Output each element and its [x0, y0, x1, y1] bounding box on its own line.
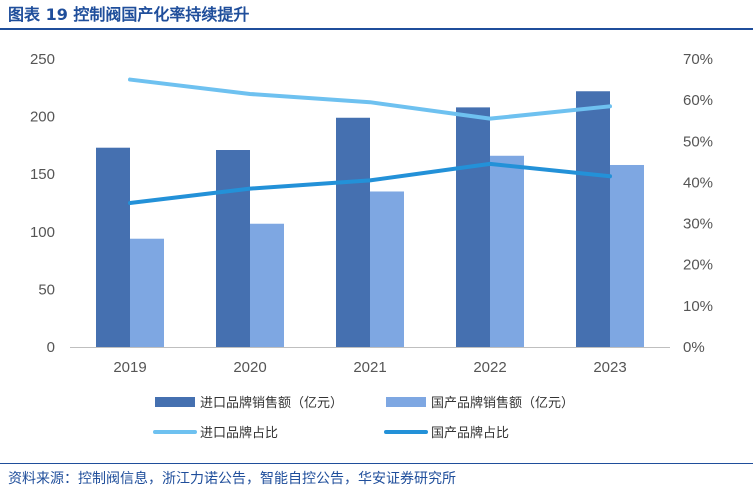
chart-bars: [96, 91, 644, 347]
import-sales-bar: [216, 150, 250, 347]
y-left-tick-label: 100: [30, 224, 55, 241]
legend-import-share: 进口品牌占比: [153, 425, 278, 441]
import-share-line: [128, 77, 612, 121]
bar-line-combo-chart: 0 50 100 150 200 250 0% 10% 20% 30% 40% 50% 60% 70% 20…: [30, 51, 713, 441]
import-sales-bar: [96, 147, 130, 347]
import-sales-bar: [456, 107, 490, 347]
source-note: 资料来源：控制阀信息，浙江力诺公告，智能自控公告，华安证券研究所: [8, 471, 456, 487]
y-left-tick-label: 250: [30, 51, 55, 68]
y-left-tick-label: 50: [38, 281, 55, 298]
y-right-tick-label: 60%: [683, 92, 713, 109]
x-tick-label: 2021: [353, 359, 386, 376]
y-right-tick-label: 20%: [683, 257, 713, 274]
legend-domestic-share: 国产品牌占比: [384, 425, 509, 441]
y-left-tick-label: 0: [47, 339, 55, 356]
y-right-tick-label: 40%: [683, 174, 713, 191]
import-sales-bar: [336, 117, 370, 347]
x-tick-label: 2019: [113, 359, 146, 376]
x-tick-label: 2020: [233, 359, 266, 376]
chart-title: 图表 19 控制阀国产化率持续提升: [8, 5, 250, 24]
x-tick-label: 2022: [473, 359, 506, 376]
domestic-share-line: [128, 161, 612, 205]
y-right-tick-label: 10%: [683, 298, 713, 315]
title-divider: [0, 28, 753, 30]
domestic-sales-bar: [130, 238, 164, 347]
domestic-sales-bar: [490, 155, 524, 347]
chart-legend: 进口品牌销售额（亿元） 国产品牌销售额（亿元） 进口品牌占比 国产品牌占比: [153, 395, 574, 441]
legend-domestic-sales-label: 国产品牌销售额（亿元）: [431, 395, 574, 411]
y-right-tick-label: 30%: [683, 216, 713, 233]
source-divider: [0, 463, 753, 464]
domestic-sales-bar: [610, 164, 644, 347]
chart-lines: [128, 77, 612, 205]
legend-import-sales: 进口品牌销售额（亿元）: [155, 395, 343, 411]
y-right-tick-label: 50%: [683, 133, 713, 150]
legend-import-sales-swatch: [155, 397, 195, 407]
legend-domestic-share-label: 国产品牌占比: [431, 425, 509, 441]
y-left-tick-label: 200: [30, 109, 55, 126]
y-left-tick-label: 150: [30, 166, 55, 183]
domestic-sales-bar: [250, 223, 284, 347]
legend-import-sales-label: 进口品牌销售额（亿元）: [200, 395, 343, 411]
x-tick-label: 2023: [593, 359, 626, 376]
legend-import-share-label: 进口品牌占比: [200, 425, 278, 441]
legend-domestic-sales-swatch: [386, 397, 426, 407]
import-sales-bar: [576, 91, 610, 347]
y-right-tick-label: 70%: [683, 51, 713, 68]
y-right-tick-label: 0%: [683, 339, 705, 356]
chart-axes: 0 50 100 150 200 250 0% 10% 20% 30% 40% 50% 60% 70% 20…: [30, 51, 713, 376]
domestic-sales-bar: [370, 191, 404, 347]
legend-domestic-sales: 国产品牌销售额（亿元）: [386, 395, 574, 411]
